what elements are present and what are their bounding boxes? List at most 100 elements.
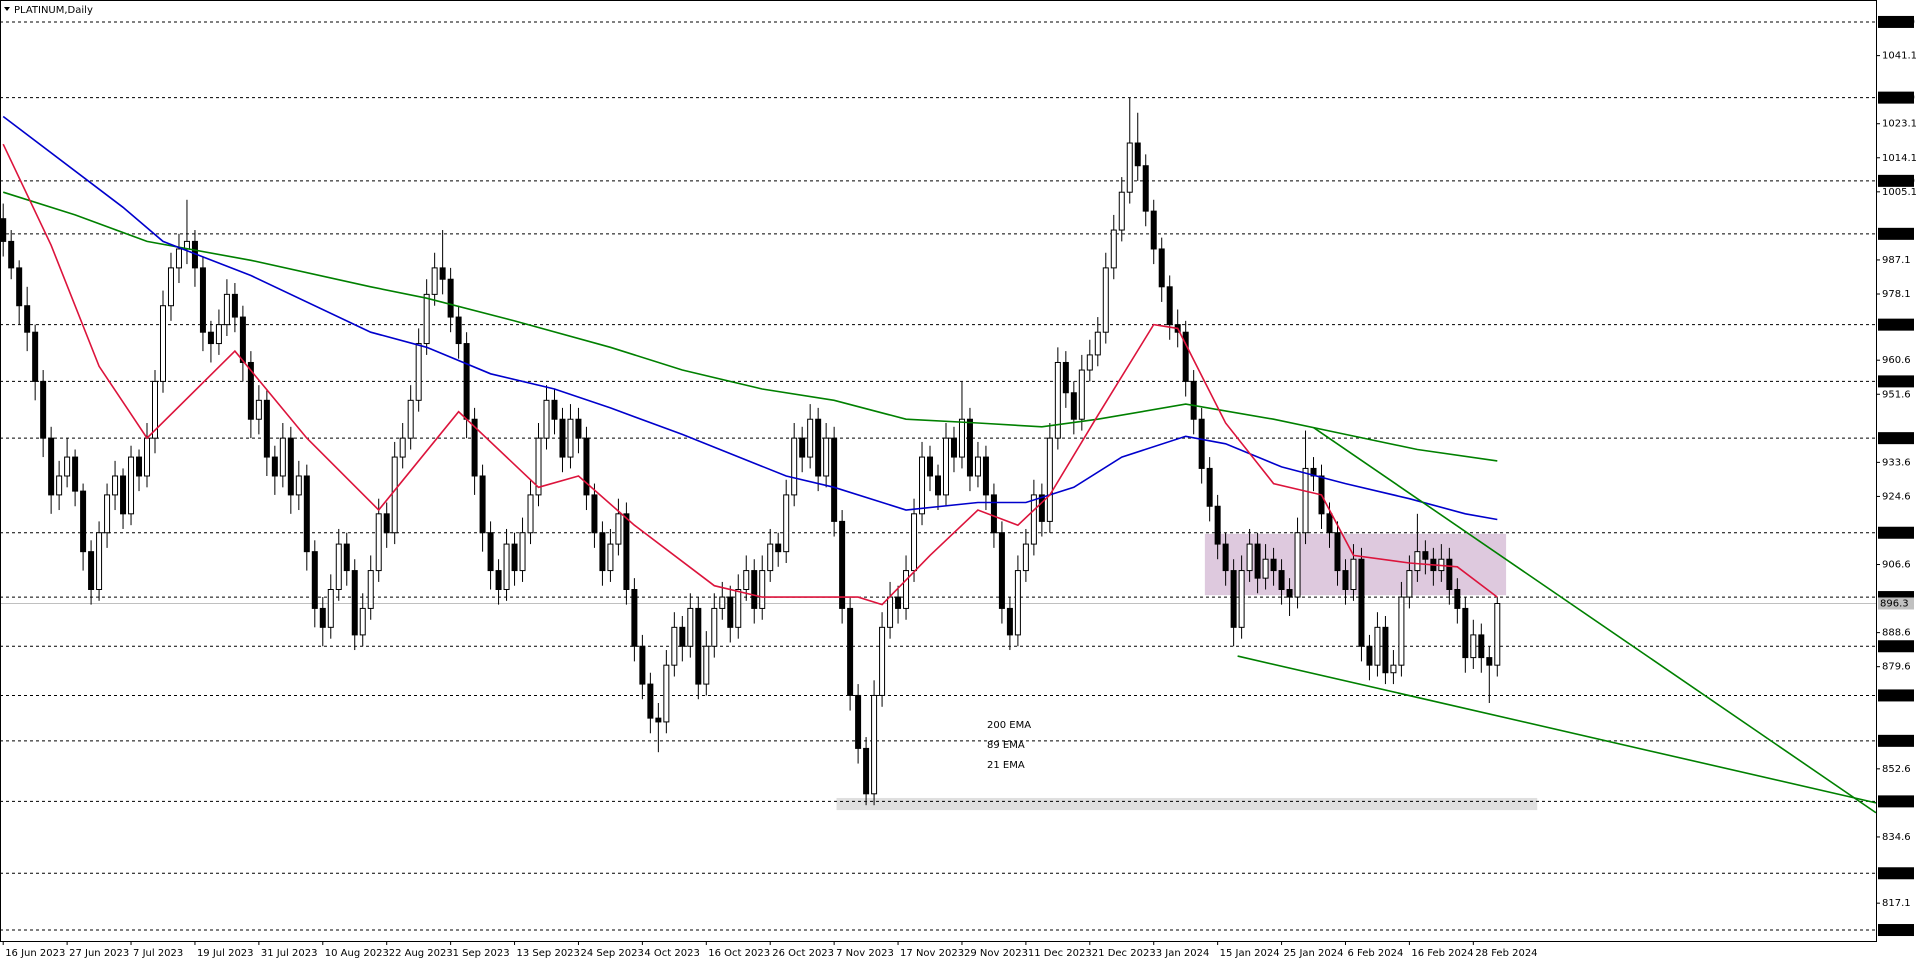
candle-body: [1158, 248, 1165, 288]
x-tick-label: 7 Nov 2023: [836, 948, 894, 959]
plot-border: [0, 0, 1877, 942]
legend-label: 200 EMA: [987, 720, 1031, 731]
candle-body: [335, 543, 342, 590]
x-tick-label: 15 Jan 2024: [1220, 948, 1280, 959]
candle-body: [351, 570, 358, 636]
candle-body: [223, 293, 230, 326]
candle-body: [40, 380, 47, 439]
candle-body: [1494, 602, 1501, 666]
candle-body: [167, 267, 174, 307]
candle-body: [199, 267, 206, 333]
candle-body: [1478, 634, 1485, 659]
candle-body: [1334, 532, 1341, 572]
candle-body: [831, 437, 838, 522]
x-tick-label: 16 Jun 2023: [5, 948, 65, 959]
candle-body: [543, 399, 550, 439]
candle-body: [719, 596, 726, 609]
y-tick-label: 817.1: [1882, 898, 1911, 909]
candle-body: [80, 490, 87, 553]
level-label-box: [1878, 91, 1914, 104]
candle-body: [375, 513, 382, 572]
candle-body: [503, 543, 510, 590]
ema-line: [2, 191, 1498, 462]
candle-body: [1246, 543, 1253, 572]
y-tick-label: 924.6: [1882, 491, 1911, 502]
candle-body: [895, 596, 902, 609]
candle-body: [1342, 570, 1349, 590]
candle-body: [535, 437, 542, 496]
candle-body: [1206, 467, 1213, 507]
candle-body: [1462, 607, 1469, 659]
x-tick-label: 6 Feb 2024: [1347, 948, 1403, 959]
candle-body: [871, 694, 878, 795]
candle-body: [303, 475, 310, 553]
level-label-box: [1878, 174, 1914, 187]
price-label: 896.3: [1880, 598, 1909, 609]
candle-body: [96, 532, 103, 590]
y-tick-label: 933.6: [1882, 457, 1911, 468]
candle-body: [311, 551, 318, 609]
candle-body: [1142, 165, 1149, 212]
candle-body: [839, 520, 846, 609]
candle-body: [1086, 354, 1093, 371]
x-tick-label: 10 Aug 2023: [325, 948, 389, 959]
level-label-box: [1878, 432, 1914, 445]
candle-body: [1278, 570, 1285, 590]
candle-body: [551, 399, 558, 420]
x-tick-label: 3 Jan 2024: [1156, 948, 1210, 959]
y-tick-label: 1041.1: [1882, 51, 1916, 62]
candle-body: [399, 437, 406, 458]
candle-body: [0, 218, 7, 242]
legend-label: 89 EMA: [987, 740, 1025, 751]
candle-body: [950, 437, 957, 458]
candle-body: [767, 543, 774, 572]
candle-body: [615, 513, 622, 545]
candle-body: [623, 513, 630, 590]
level-label-box: [1878, 734, 1914, 747]
candle-body: [575, 418, 582, 439]
level-label: 860.0: [1880, 736, 1909, 747]
candle-body: [1102, 267, 1109, 333]
level-label: 994.0: [1880, 229, 1909, 240]
candle-body: [687, 607, 694, 647]
candle-body: [295, 475, 302, 496]
candle-body: [1118, 191, 1125, 231]
candle-body: [663, 664, 670, 723]
level-label-box: [1878, 227, 1914, 240]
candle-body: [863, 747, 870, 795]
level-label-box: [1878, 318, 1914, 331]
candle-body: [1470, 634, 1477, 659]
candle-body: [1006, 607, 1013, 636]
level-label: 1030.0: [1880, 93, 1915, 104]
x-tick-label: 13 Sep 2023: [517, 948, 580, 959]
candle-body: [1046, 437, 1053, 522]
level-label-box: [1878, 867, 1914, 880]
candle-body: [463, 343, 470, 420]
x-tick-label: 19 Jul 2023: [197, 948, 254, 959]
candle-body: [88, 551, 95, 590]
candle-body: [1446, 558, 1453, 590]
candle-body: [998, 532, 1005, 609]
candle-body: [1166, 286, 1173, 326]
candle-body: [431, 267, 438, 295]
candle-body: [1230, 570, 1237, 628]
candle-body: [527, 494, 534, 534]
candle-body: [911, 513, 918, 572]
candle-body: [1014, 570, 1021, 636]
level-label: 940.0: [1880, 433, 1909, 444]
candle-body: [120, 475, 127, 515]
x-tick-label: 27 Jun 2023: [69, 948, 129, 959]
candle-body: [24, 305, 31, 333]
x-tick-label: 22 Aug 2023: [389, 948, 453, 959]
candle-body: [367, 570, 374, 609]
candle-body: [1454, 588, 1461, 609]
x-tick-label: 4 Oct 2023: [644, 948, 699, 959]
candle-body: [711, 607, 718, 647]
menu-arrow[interactable]: [4, 7, 10, 11]
candle-body: [1286, 588, 1293, 598]
candle-body: [1078, 369, 1085, 420]
candle-body: [279, 437, 286, 477]
candle-body: [255, 399, 262, 420]
candle-body: [1038, 494, 1045, 522]
candle-body: [679, 626, 686, 647]
